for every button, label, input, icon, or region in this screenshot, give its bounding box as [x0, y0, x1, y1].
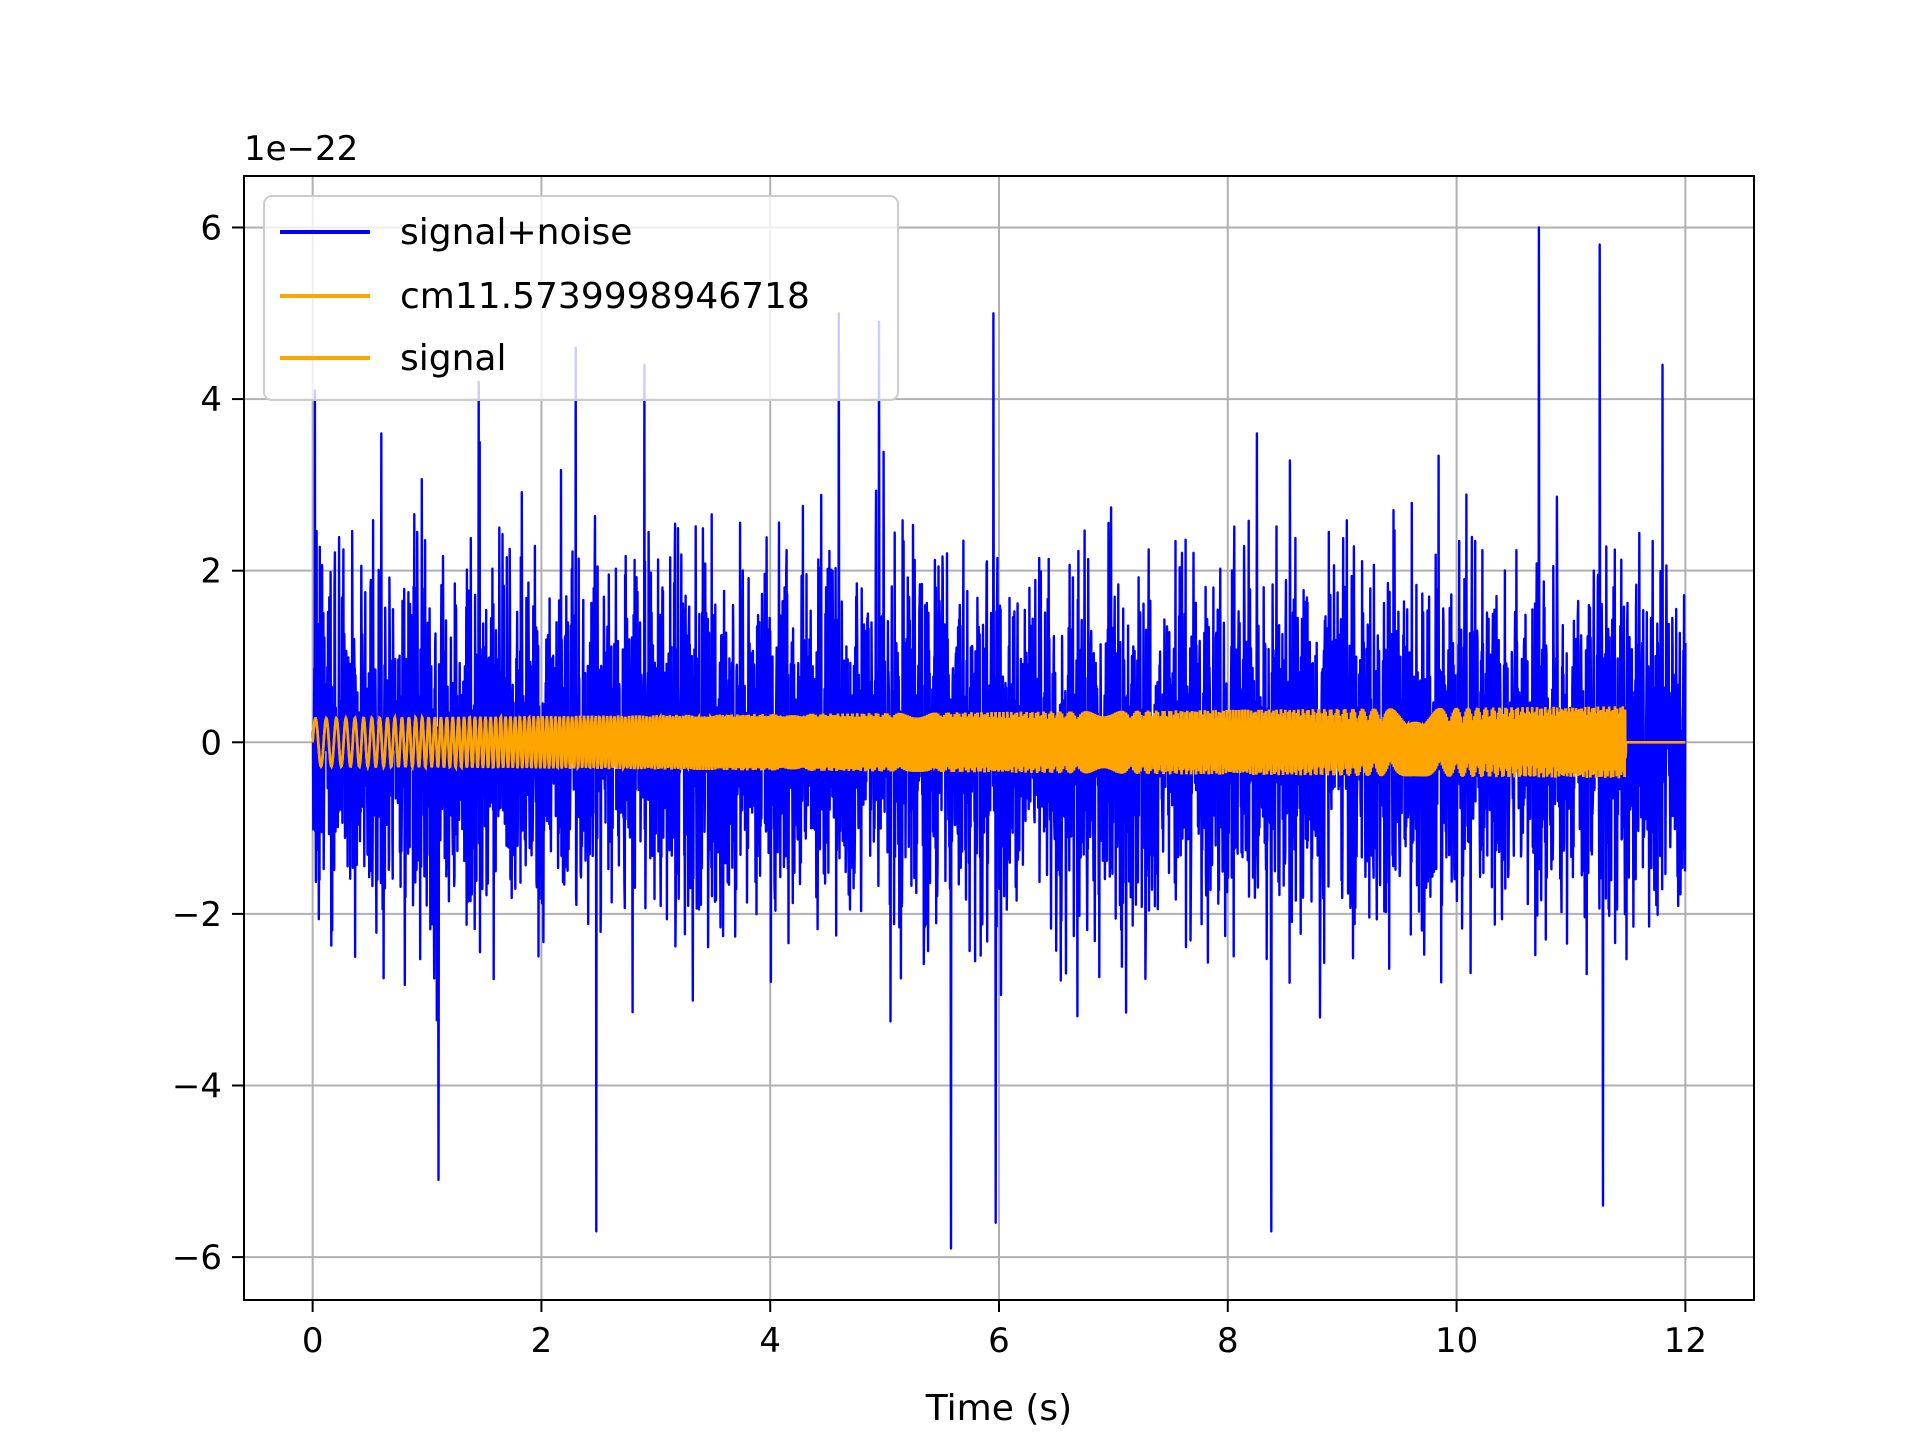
plot-area	[311, 226, 1687, 1250]
x-tick-label: 4	[759, 1321, 781, 1361]
y-tick-label: 0	[200, 723, 222, 763]
x-tick-label: 0	[302, 1321, 324, 1361]
y-tick-label: −4	[172, 1066, 222, 1106]
legend-box	[263, 195, 899, 401]
legend-label-signal: signal	[400, 338, 507, 379]
x-axis-label: Time (s)	[925, 1388, 1072, 1429]
series-signal-line	[311, 706, 1628, 779]
x-axis: 0 2 4 6 8 10 12	[302, 1300, 1707, 1361]
x-tick-label: 10	[1435, 1321, 1478, 1361]
series-signal-noise-line	[311, 226, 1687, 1250]
y-tick-label: −2	[172, 895, 222, 935]
y-tick-label: 6	[200, 208, 222, 248]
y-tick-label: 2	[200, 552, 222, 592]
x-tick-label: 6	[988, 1321, 1010, 1361]
x-tick-label: 8	[1217, 1321, 1239, 1361]
x-tick-label: 12	[1664, 1321, 1707, 1361]
x-tick-label: 2	[531, 1321, 553, 1361]
y-tick-label: −6	[172, 1238, 222, 1278]
legend-label-signal-noise: signal+noise	[400, 212, 632, 253]
y-tick-label: 4	[200, 380, 222, 420]
legend: signal+noise cm11.5739998946718 signal	[263, 195, 899, 401]
legend-label-cm: cm11.5739998946718	[400, 276, 810, 317]
y-offset-label: 1e−22	[244, 129, 358, 169]
y-axis: −6 −4 −2 0 2 4 6	[172, 208, 244, 1278]
